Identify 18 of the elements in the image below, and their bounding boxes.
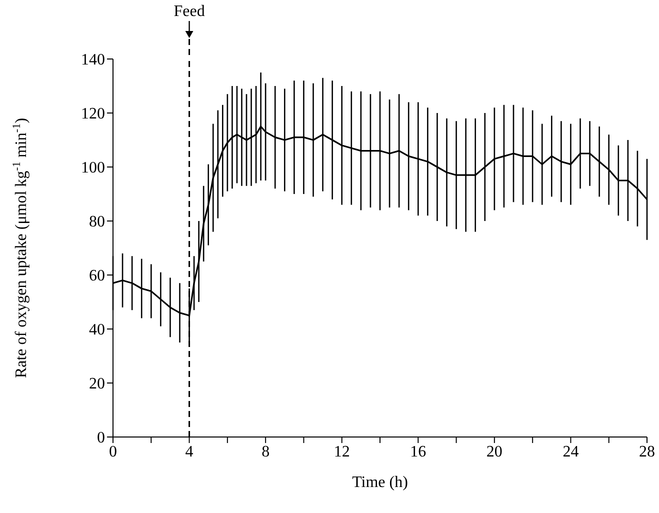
y-tick-label: 140 (81, 52, 105, 69)
x-tick-label: 4 (185, 443, 194, 460)
x-tick-label: 8 (262, 443, 270, 460)
x-tick-label: 28 (639, 443, 655, 460)
x-tick-label: 16 (410, 443, 426, 460)
y-tick-label: 60 (89, 268, 105, 285)
y-tick-label: 80 (89, 214, 105, 231)
y-tick-label: 120 (81, 106, 105, 123)
y-tick-label: 40 (89, 322, 105, 339)
y-tick-label: 0 (97, 430, 105, 447)
y-tick-label: 100 (81, 160, 105, 177)
x-tick-label: 24 (562, 443, 579, 460)
x-axis-title: Time (h) (352, 474, 408, 491)
y-tick-label: 20 (89, 376, 105, 393)
x-tick-label: 0 (109, 443, 117, 460)
x-tick-label: 12 (334, 443, 350, 460)
ref-line-label: Feed (174, 3, 205, 20)
x-tick-label: 20 (486, 443, 502, 460)
